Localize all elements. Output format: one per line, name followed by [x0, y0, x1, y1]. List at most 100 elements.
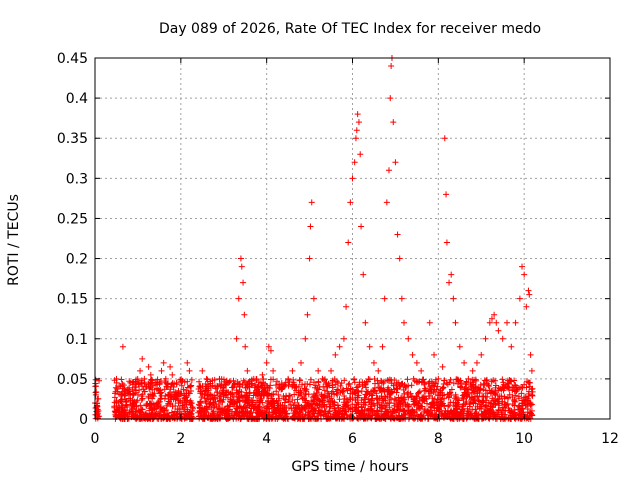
data-point	[431, 414, 438, 421]
data-point	[505, 405, 512, 412]
data-point	[456, 343, 463, 350]
data-point	[480, 380, 487, 387]
data-point	[400, 408, 407, 415]
data-point	[336, 343, 343, 350]
data-point	[374, 414, 381, 421]
data-point	[259, 412, 266, 419]
data-point	[326, 404, 333, 411]
data-point	[391, 400, 398, 407]
data-point	[122, 395, 129, 402]
data-point	[473, 412, 480, 419]
data-point	[311, 390, 318, 397]
data-point	[491, 311, 498, 318]
data-point	[413, 395, 420, 402]
data-point	[526, 400, 533, 407]
data-point	[197, 388, 204, 395]
data-point	[296, 377, 303, 384]
data-point	[393, 389, 400, 396]
data-point	[279, 402, 286, 409]
data-point	[245, 402, 252, 409]
data-point	[504, 319, 510, 326]
data-point	[149, 395, 156, 402]
data-point	[480, 415, 487, 422]
data-point	[467, 400, 474, 407]
data-point	[431, 383, 438, 390]
data-point	[143, 401, 150, 408]
data-point	[287, 401, 294, 408]
data-point	[150, 406, 157, 413]
data-point	[499, 407, 506, 414]
data-point	[294, 396, 301, 403]
data-point	[186, 367, 193, 374]
data-point	[346, 394, 353, 401]
data-point	[337, 383, 344, 390]
data-point	[487, 400, 494, 407]
data-point	[152, 379, 159, 386]
data-point	[400, 386, 407, 393]
data-point	[311, 397, 318, 404]
data-point	[435, 375, 442, 382]
data-point	[418, 367, 425, 374]
data-point	[430, 398, 437, 405]
data-point	[184, 408, 191, 415]
data-point	[223, 391, 230, 398]
data-point	[259, 376, 266, 383]
data-point	[204, 414, 211, 421]
data-point	[274, 378, 281, 385]
data-point	[176, 405, 183, 412]
data-point	[528, 392, 535, 399]
data-point	[275, 391, 282, 398]
data-point	[256, 399, 263, 406]
data-point	[186, 409, 193, 416]
data-point	[469, 395, 476, 402]
data-point	[480, 397, 487, 404]
data-point	[285, 397, 292, 404]
data-point	[309, 400, 316, 407]
data-point	[216, 375, 223, 382]
data-point	[324, 388, 331, 395]
data-point	[352, 397, 359, 404]
data-point	[446, 402, 453, 409]
data-point	[346, 380, 353, 387]
data-point	[413, 378, 420, 385]
data-point	[525, 287, 532, 294]
data-point	[92, 391, 99, 398]
data-point	[366, 343, 373, 350]
data-point	[366, 376, 373, 383]
data-points	[92, 55, 536, 422]
data-point	[319, 397, 326, 404]
data-point	[182, 411, 189, 418]
data-point	[343, 303, 350, 310]
data-point	[528, 386, 535, 393]
data-point	[397, 406, 404, 413]
data-point	[122, 407, 129, 414]
data-point	[136, 386, 143, 393]
data-point	[445, 394, 452, 401]
data-point	[510, 413, 517, 420]
data-point	[278, 410, 285, 417]
data-point	[189, 404, 196, 411]
data-point	[394, 231, 401, 238]
data-point	[320, 393, 327, 400]
data-point	[482, 409, 489, 416]
data-point	[387, 408, 394, 415]
data-point	[240, 279, 247, 286]
data-point	[229, 384, 236, 391]
data-point	[149, 391, 156, 398]
data-point	[360, 271, 367, 278]
data-point	[140, 386, 147, 393]
data-point	[158, 367, 165, 374]
data-point	[160, 359, 167, 366]
data-point	[112, 408, 119, 415]
data-point	[212, 415, 219, 422]
data-point	[521, 381, 528, 388]
data-point	[132, 383, 139, 390]
data-point	[362, 381, 369, 388]
data-point	[156, 387, 163, 394]
data-point	[308, 199, 315, 206]
data-point	[241, 311, 248, 318]
data-point	[339, 405, 346, 412]
data-point	[149, 402, 156, 409]
data-point	[388, 63, 395, 70]
data-point	[369, 395, 376, 402]
